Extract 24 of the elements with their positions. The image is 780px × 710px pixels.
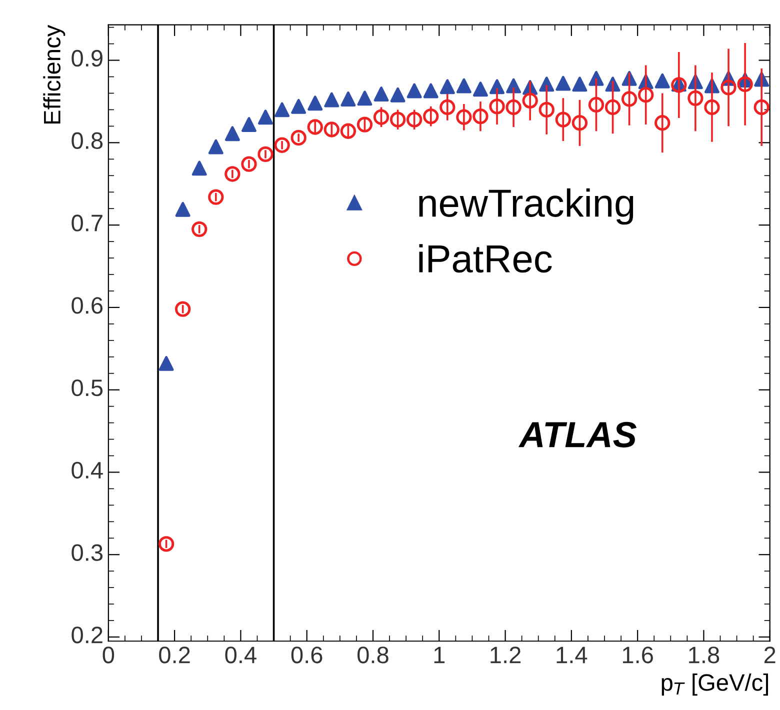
x-tick-label: 0.2 — [159, 646, 190, 664]
y-axis-title: Efficiency — [43, 24, 66, 124]
legend-label: newTracking — [419, 188, 634, 225]
y-tick-label: 0.5 — [72, 379, 103, 396]
legend-label: iPatRec — [419, 244, 552, 273]
x-tick-label: 1 — [434, 646, 445, 664]
x-tick-label: 0 — [102, 646, 114, 664]
x-tick-label: 2 — [764, 646, 776, 664]
y-tick-label: 0.3 — [72, 544, 103, 561]
x-tick-label: 1.6 — [622, 646, 653, 664]
y-tick-label: 0.8 — [72, 132, 103, 150]
x-tick-label: 1.2 — [490, 646, 521, 664]
x-tick-label: 1.4 — [556, 646, 588, 664]
y-tick-label: 0.4 — [72, 462, 103, 479]
annotation: ATLAS — [518, 422, 637, 448]
x-tick-label: 1.8 — [689, 646, 720, 664]
y-tick-label: 0.7 — [72, 214, 102, 232]
y-tick-label: 0.2 — [72, 626, 102, 644]
x-tick-label: 0.8 — [358, 646, 388, 664]
y-tick-label: 0.9 — [72, 50, 102, 67]
x-axis-title: p$_{T}$ [GeV/c] — [662, 674, 768, 696]
y-tick-label: 0.6 — [72, 297, 103, 314]
x-tick-label: 0.4 — [225, 646, 256, 664]
x-tick-label: 0.6 — [291, 646, 322, 664]
